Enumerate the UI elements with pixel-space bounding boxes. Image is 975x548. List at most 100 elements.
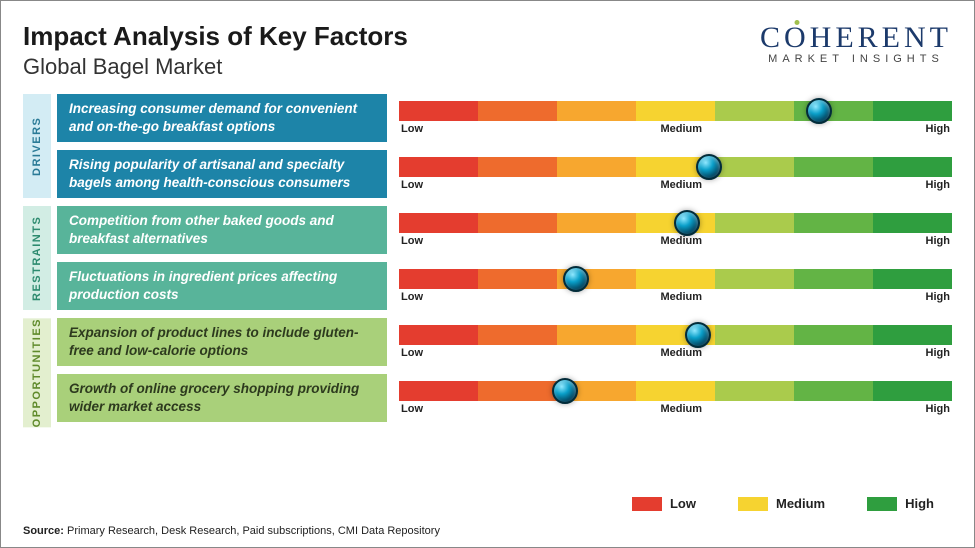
tick-medium: Medium	[660, 179, 702, 191]
legend-label: High	[905, 496, 934, 511]
page-title: Impact Analysis of Key Factors	[23, 21, 408, 52]
group-opportunities: OPPORTUNITIESExpansion of product lines …	[23, 318, 952, 427]
tick-low: Low	[401, 291, 423, 303]
gauge-marker	[563, 266, 589, 292]
legend-swatch	[867, 497, 897, 511]
gauge-marker	[552, 378, 578, 404]
group-drivers: DRIVERSIncreasing consumer demand for co…	[23, 94, 952, 198]
gauge-segment	[715, 213, 794, 233]
gauge-wrap: LowMediumHigh	[399, 206, 952, 254]
tick-high: High	[926, 347, 950, 359]
impact-gauge	[399, 101, 952, 121]
header: Impact Analysis of Key Factors Global Ba…	[23, 21, 952, 80]
factor-row: Increasing consumer demand for convenien…	[57, 94, 952, 142]
impact-rows: DRIVERSIncreasing consumer demand for co…	[23, 94, 952, 427]
gauge-segment	[557, 101, 636, 121]
gauge-ticks: LowMediumHigh	[399, 291, 952, 303]
factor-text: Increasing consumer demand for convenien…	[57, 94, 387, 142]
gauge-segment	[794, 157, 873, 177]
legend-item: High	[867, 496, 934, 511]
impact-gauge	[399, 213, 952, 233]
factor-row: Competition from other baked goods and b…	[57, 206, 952, 254]
gauge-segment	[399, 157, 478, 177]
gauge-marker	[674, 210, 700, 236]
gauge-segment	[715, 157, 794, 177]
gauge-segment	[399, 269, 478, 289]
gauge-segment	[557, 157, 636, 177]
gauge-segment	[399, 213, 478, 233]
gauge-marker	[685, 322, 711, 348]
gauge-segment	[557, 325, 636, 345]
legend: Low Medium High	[632, 496, 934, 511]
gauge-segment	[873, 325, 952, 345]
tick-low: Low	[401, 123, 423, 135]
legend-item: Low	[632, 496, 696, 511]
source-text: Primary Research, Desk Research, Paid su…	[67, 525, 440, 537]
gauge-segment	[478, 101, 557, 121]
legend-item: Medium	[738, 496, 825, 511]
gauge-segment	[399, 101, 478, 121]
group-restraints: RESTRAINTSCompetition from other baked g…	[23, 206, 952, 310]
gauge-ticks: Low Medium High	[399, 403, 952, 415]
factor-text: Competition from other baked goods and b…	[57, 206, 387, 254]
gauge-segment	[478, 157, 557, 177]
gauge-segment	[873, 213, 952, 233]
legend-swatch	[632, 497, 662, 511]
impact-gauge	[399, 325, 952, 345]
gauge-segment	[794, 269, 873, 289]
tick-medium: Medium	[660, 123, 702, 135]
gauge-marker	[806, 98, 832, 124]
group-rows: Competition from other baked goods and b…	[57, 206, 952, 310]
gauge-segment	[873, 269, 952, 289]
tick-high: High	[926, 403, 950, 415]
logo-main: COHERENT	[760, 21, 952, 55]
tick-low: Low	[401, 347, 423, 359]
gauge-segment	[873, 381, 952, 401]
tick-high: High	[926, 179, 950, 191]
gauge-ticks: LowMediumHigh	[399, 235, 952, 247]
brand-logo: COHERENT MARKET INSIGHTS	[760, 21, 952, 65]
gauge-segment	[794, 381, 873, 401]
group-rows: Increasing consumer demand for convenien…	[57, 94, 952, 198]
gauge-segment	[399, 325, 478, 345]
source-line: Source: Primary Research, Desk Research,…	[23, 525, 440, 537]
page-subtitle: Global Bagel Market	[23, 54, 408, 80]
tick-medium: Medium	[660, 235, 702, 247]
gauge-segment	[636, 269, 715, 289]
factor-row: Growth of online grocery shopping provid…	[57, 374, 952, 422]
gauge-segment	[478, 213, 557, 233]
group-rows: Expansion of product lines to include gl…	[57, 318, 952, 427]
tick-medium: Medium	[660, 291, 702, 303]
title-block: Impact Analysis of Key Factors Global Ba…	[23, 21, 408, 80]
gauge-segment	[478, 269, 557, 289]
impact-gauge	[399, 157, 952, 177]
gauge-wrap: LowMediumHigh	[399, 94, 952, 142]
impact-gauge	[399, 269, 952, 289]
gauge-segment	[636, 381, 715, 401]
gauge-segment	[399, 381, 478, 401]
gauge-wrap: Low Medium High	[399, 150, 952, 198]
factor-text: Fluctuations in ingredient prices affect…	[57, 262, 387, 310]
factor-row: Rising popularity of artisanal and speci…	[57, 150, 952, 198]
gauge-segment	[873, 157, 952, 177]
group-label-restraints: RESTRAINTS	[23, 206, 51, 310]
gauge-segment	[873, 101, 952, 121]
gauge-segment	[715, 381, 794, 401]
gauge-segment	[478, 325, 557, 345]
factor-text: Growth of online grocery shopping provid…	[57, 374, 387, 422]
tick-high: High	[926, 235, 950, 247]
tick-low: Low	[401, 179, 423, 191]
legend-label: Low	[670, 496, 696, 511]
gauge-segment	[715, 101, 794, 121]
legend-label: Medium	[776, 496, 825, 511]
gauge-wrap: LowMediumHigh	[399, 262, 952, 310]
gauge-segment	[478, 381, 557, 401]
legend-swatch	[738, 497, 768, 511]
gauge-segment	[794, 213, 873, 233]
factor-text: Expansion of product lines to include gl…	[57, 318, 387, 366]
tick-low: Low	[401, 403, 423, 415]
gauge-segment	[715, 325, 794, 345]
factor-row: Fluctuations in ingredient prices affect…	[57, 262, 952, 310]
tick-medium: Medium	[660, 403, 702, 415]
gauge-ticks: Low Medium High	[399, 179, 952, 191]
